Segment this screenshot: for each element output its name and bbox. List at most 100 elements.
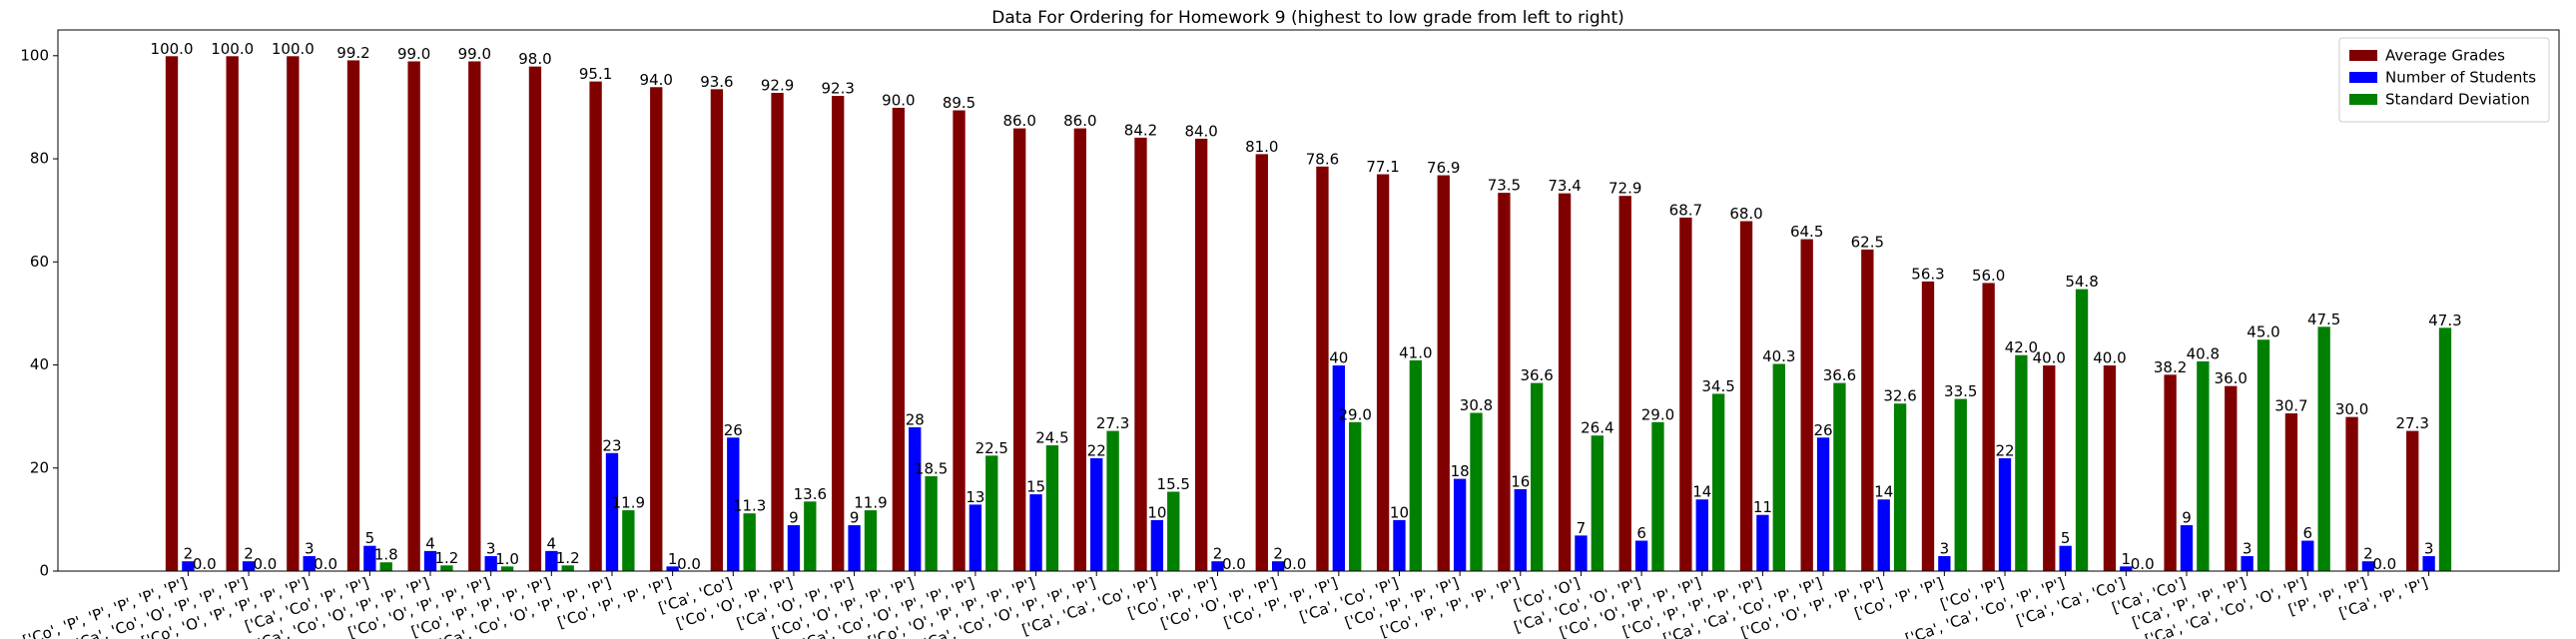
bar <box>2405 429 2420 572</box>
data-label: 30.7 <box>2274 397 2307 415</box>
bar <box>1876 498 1891 572</box>
data-label: 92.3 <box>822 80 855 98</box>
data-label: 24.5 <box>1035 429 1068 447</box>
data-label: 26 <box>1814 421 1833 439</box>
data-label: 18.5 <box>915 460 948 478</box>
data-label: 11.9 <box>612 494 645 512</box>
data-label: 81.0 <box>1245 138 1278 156</box>
data-label: 26.4 <box>1581 419 1613 437</box>
data-label: 40.3 <box>1762 347 1795 365</box>
bar <box>1755 513 1770 572</box>
data-label: 100.0 <box>211 40 254 58</box>
data-label: 33.5 <box>1944 382 1977 400</box>
data-label: 30.0 <box>2335 400 2368 418</box>
bar <box>1044 444 1060 572</box>
data-label: 27.3 <box>1096 414 1129 432</box>
bar <box>1953 397 1968 572</box>
legend-label: Average Grades <box>2385 47 2505 65</box>
bar <box>2255 338 2271 572</box>
bar <box>952 109 966 572</box>
data-label: 32.6 <box>1883 387 1916 405</box>
data-label: 0.0 <box>1283 555 1307 573</box>
bar <box>1028 493 1043 572</box>
bar <box>2163 373 2178 572</box>
bar <box>1771 362 1786 572</box>
bar <box>742 512 757 572</box>
data-label: 73.5 <box>1488 177 1521 195</box>
data-label: 77.1 <box>1366 158 1399 176</box>
bar <box>1436 174 1451 572</box>
bar <box>2421 555 2436 572</box>
bar <box>1590 434 1605 572</box>
data-label: 13 <box>966 488 984 506</box>
data-label: 7 <box>1577 519 1587 537</box>
data-label: 6 <box>1636 524 1646 542</box>
data-label: 45.0 <box>2247 323 2279 341</box>
data-label: 100.0 <box>272 40 315 58</box>
bar <box>1650 420 1665 572</box>
data-label: 3 <box>2243 540 2253 558</box>
data-label: 0.0 <box>2372 555 2396 573</box>
data-label: 14 <box>1874 483 1893 501</box>
bar <box>1981 282 1996 572</box>
data-label: 22.5 <box>975 439 1008 457</box>
data-label: 73.4 <box>1548 177 1581 195</box>
data-label: 4 <box>547 534 557 552</box>
bar <box>406 60 421 572</box>
bar <box>1089 456 1104 572</box>
data-label: 30.8 <box>1460 396 1493 414</box>
bar <box>1452 477 1468 572</box>
y-tick-label: 20 <box>30 458 49 476</box>
bar <box>2240 555 2254 572</box>
data-label: 40 <box>1329 349 1348 367</box>
data-label: 93.6 <box>700 73 733 91</box>
bar <box>2014 353 2029 572</box>
data-label: 11.9 <box>854 494 887 512</box>
bar <box>1815 436 1831 572</box>
data-label: 2 <box>1213 545 1223 563</box>
data-label: 5 <box>365 529 375 547</box>
data-label: 38.2 <box>2154 358 2187 376</box>
data-label: 68.0 <box>1729 205 1762 223</box>
plot-frame <box>57 29 2560 572</box>
data-label: 95.1 <box>579 65 612 83</box>
bar <box>1799 238 1814 572</box>
bar <box>2102 364 2118 572</box>
data-label: 4 <box>425 534 435 552</box>
y-tick-label: 60 <box>30 253 49 271</box>
data-label: 9 <box>850 509 860 527</box>
data-label: 1 <box>668 550 678 568</box>
legend-box <box>2338 37 2550 123</box>
data-label: 26 <box>724 421 743 439</box>
bar <box>1392 518 1407 572</box>
bar <box>967 503 983 572</box>
data-label: 89.5 <box>943 94 975 112</box>
data-label: 14 <box>1692 483 1711 501</box>
bar <box>1133 136 1148 572</box>
data-label: 2 <box>1273 545 1283 563</box>
data-label: 10 <box>1390 503 1409 521</box>
bar <box>2283 412 2299 572</box>
bar <box>1738 220 1754 572</box>
bar <box>1254 153 1269 572</box>
bar <box>2300 539 2315 572</box>
chart-title: Data For Ordering for Homework 9 (highes… <box>991 8 1624 28</box>
data-label: 47.5 <box>2307 311 2340 328</box>
bar <box>770 91 785 572</box>
bar <box>1678 216 1693 572</box>
data-label: 72.9 <box>1609 180 1641 198</box>
data-label: 56.3 <box>1911 265 1944 283</box>
bar <box>1408 358 1424 572</box>
y-tick-label: 0 <box>39 562 49 580</box>
data-label: 6 <box>2303 524 2313 542</box>
legend-swatch <box>2349 50 2377 61</box>
bar <box>2042 364 2057 572</box>
data-label: 100.0 <box>151 40 194 58</box>
data-label: 1 <box>2122 550 2132 568</box>
bar <box>709 88 725 572</box>
data-label: 62.5 <box>1851 233 1884 251</box>
data-label: 1.2 <box>434 549 458 567</box>
data-label: 22 <box>1995 441 2014 459</box>
data-label: 56.0 <box>1972 267 2005 285</box>
